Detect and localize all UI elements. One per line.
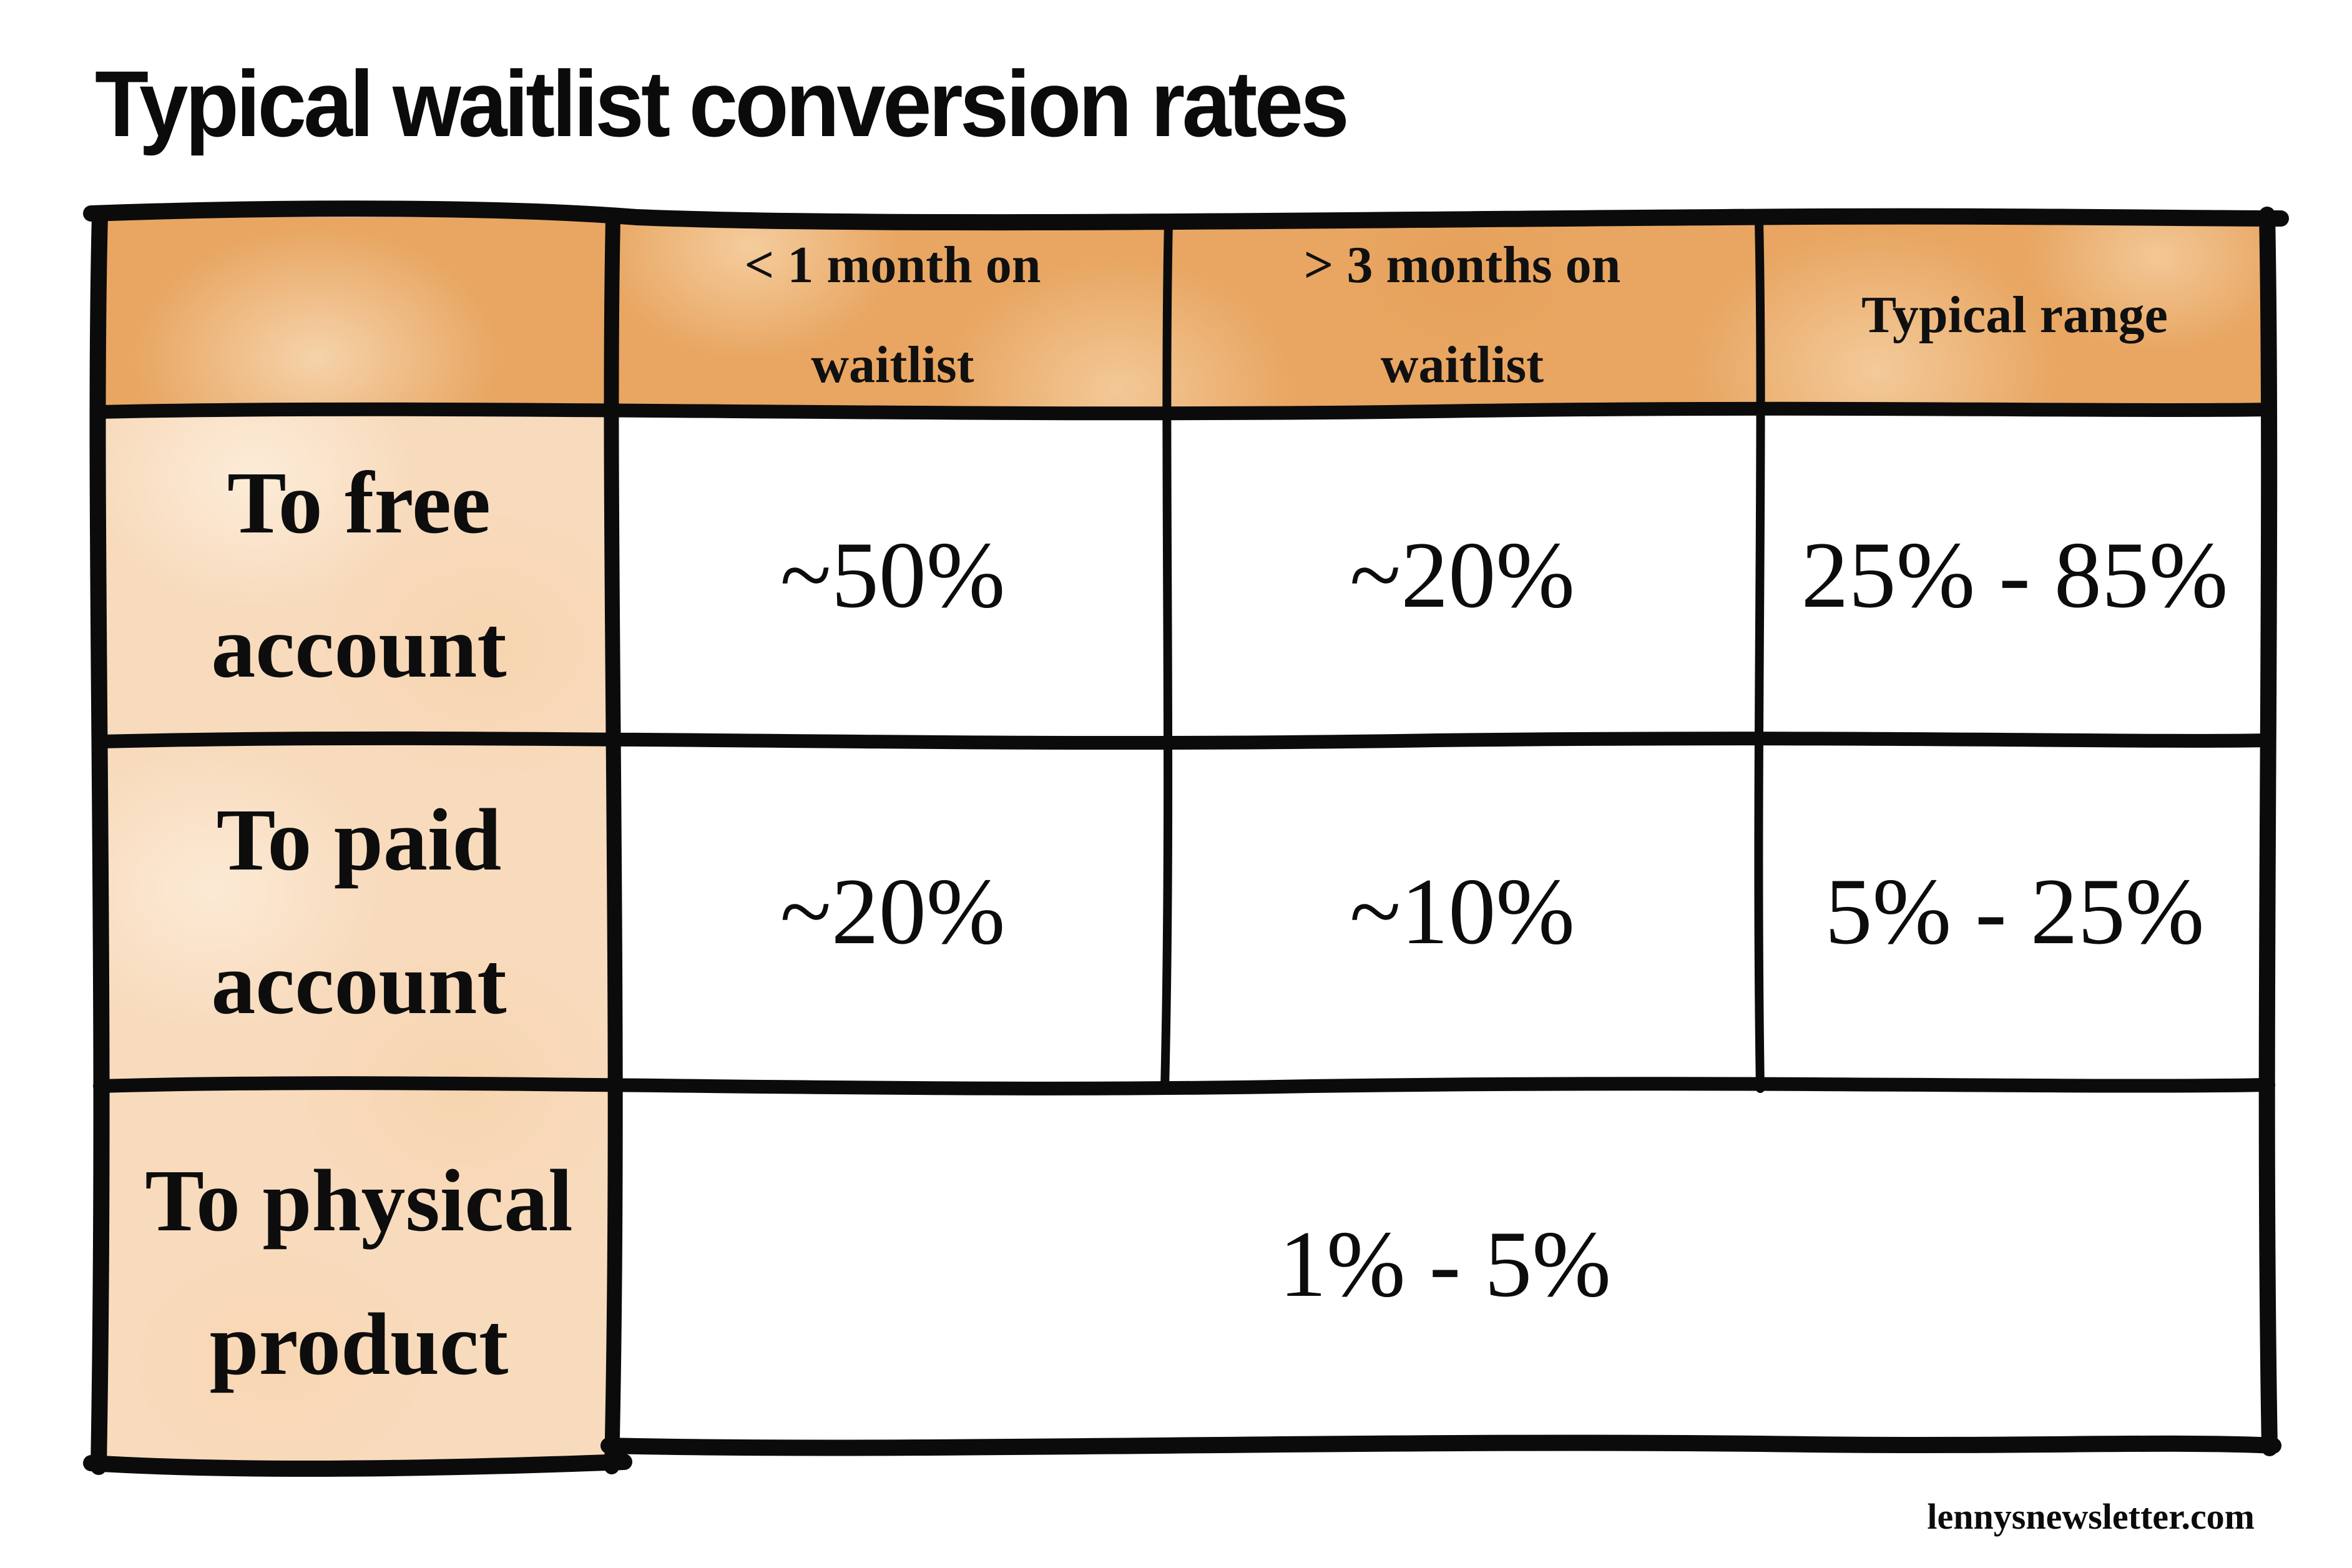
border-bottom-main (600, 1434, 2281, 1456)
header-row-background (100, 217, 2266, 413)
label-line: product (209, 1295, 509, 1393)
cell-value: ~50% (780, 522, 1006, 627)
border-right (2258, 207, 2278, 1456)
label-column-background (100, 413, 614, 1469)
page-title: Typical waitlist conversion rates (95, 51, 1350, 156)
cell-value: ~20% (1350, 522, 1575, 627)
cell-paid-gt3months: ~10% (1177, 748, 1748, 1075)
label-line: account (211, 597, 507, 696)
label-line: To paid (216, 790, 502, 889)
header-line: waitlist (811, 336, 974, 394)
header-cell-typical-range: Typical range (1766, 220, 2263, 411)
row-label-to-physical-product: To physical product (109, 1094, 609, 1451)
cell-paid-typical-range: 5% - 25% (1766, 748, 2263, 1075)
cell-free-typical-range: 25% - 85% (1766, 417, 2263, 732)
cell-free-lt1month: ~50% (624, 417, 1161, 732)
cell-free-gt3months: ~20% (1177, 417, 1748, 732)
row-label-to-free-account: To free account (109, 417, 609, 732)
cell-value: 25% - 85% (1801, 522, 2228, 627)
cell-paid-lt1month: ~20% (624, 748, 1161, 1075)
header-line: Typical range (1861, 286, 2168, 345)
header-line: < 1 month on (744, 236, 1041, 295)
header-line: waitlist (1380, 336, 1544, 394)
header-cell-lt-1-month: < 1 month on waitlist (624, 220, 1161, 411)
header-cell-gt-3-months: > 3 months on waitlist (1177, 220, 1748, 411)
footer-source: lennysnewsletter.com (1927, 1496, 2255, 1537)
cell-value: 5% - 25% (1825, 859, 2205, 964)
cell-value: 1% - 5% (1279, 1211, 1611, 1316)
row-label-to-paid-account: To paid account (109, 748, 609, 1075)
cell-value: ~20% (780, 859, 1006, 964)
label-line: To free (227, 453, 491, 552)
cell-physical-merged-range: 1% - 5% (624, 1094, 2266, 1434)
cell-value: ~10% (1350, 859, 1575, 964)
header-line: > 3 months on (1303, 236, 1621, 295)
label-line: To physical (145, 1150, 573, 1250)
label-line: account (211, 934, 507, 1032)
